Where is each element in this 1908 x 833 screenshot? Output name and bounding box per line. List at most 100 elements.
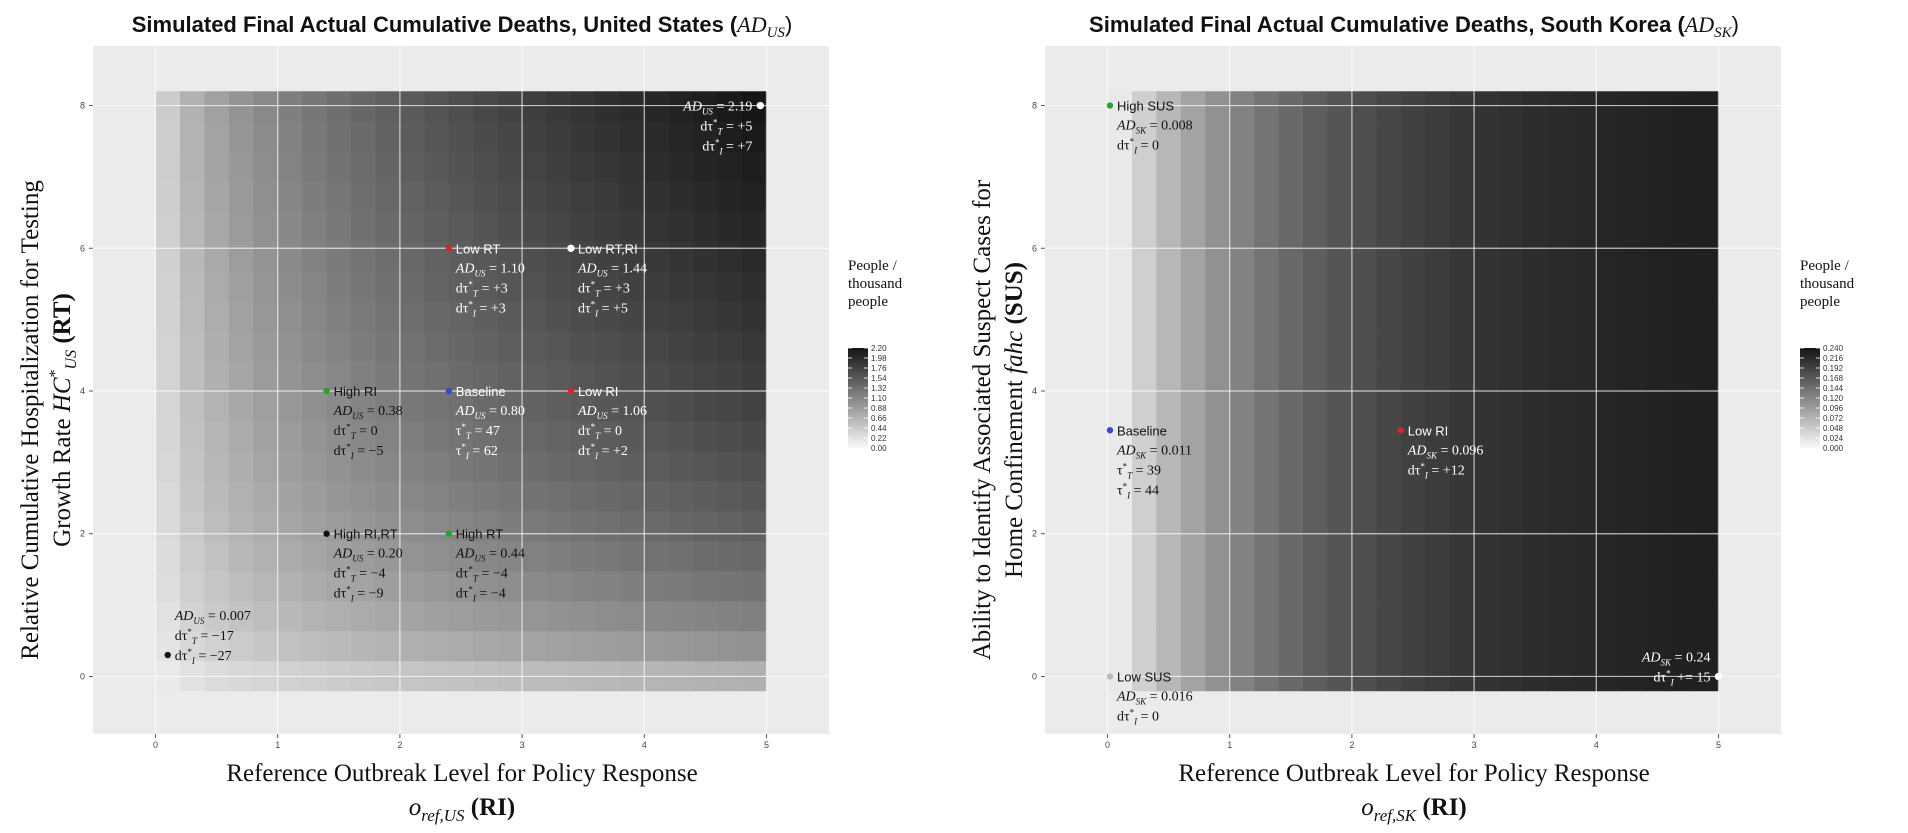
heatmap-cell [424, 271, 450, 302]
heatmap-cell [1596, 181, 1622, 212]
heatmap-cell [375, 600, 401, 632]
y-tick-label: 0 [80, 671, 85, 681]
heatmap-cell [351, 480, 376, 512]
heatmap-cell [155, 271, 181, 302]
heatmap-cell [179, 630, 205, 662]
heatmap-cell [1131, 510, 1157, 542]
heatmap-cell [1620, 181, 1646, 212]
heatmap-cell [1645, 361, 1671, 392]
heatmap-cell [204, 480, 230, 512]
heatmap-cell [326, 211, 352, 242]
heatmap-cell [1620, 630, 1646, 662]
heatmap-cell [1278, 271, 1304, 302]
point-annotation: dτ*T = +3 [578, 279, 630, 298]
heatmap-cell [1669, 630, 1695, 662]
heatmap-cell [302, 331, 328, 362]
heatmap-cell [351, 331, 376, 362]
heatmap-cell [302, 570, 328, 602]
y-axis-title: Relative Cumulative Hospitalization for … [17, 180, 80, 660]
heatmap-cell [351, 121, 376, 152]
heatmap-cell [1327, 211, 1353, 242]
heatmap-cell [351, 510, 376, 542]
heatmap-cell [204, 540, 230, 572]
heatmap-cell [253, 241, 279, 272]
heatmap-cell [1376, 271, 1402, 302]
heatmap-cell [1229, 540, 1255, 572]
heatmap-cell [155, 121, 181, 152]
heatmap-cell [1278, 91, 1304, 122]
heatmap-cell [399, 600, 425, 632]
heatmap-cell [277, 391, 303, 422]
heatmap-cell [302, 211, 328, 242]
heatmap-cell [1131, 271, 1157, 302]
heatmap-cell [1596, 301, 1622, 332]
heatmap-cell [1131, 540, 1157, 572]
heatmap-cell [1522, 420, 1548, 452]
heatmap-cell [1351, 301, 1377, 332]
heatmap-cell [302, 151, 328, 182]
heatmap-cell [1107, 331, 1133, 362]
heatmap-cell [693, 510, 719, 542]
heatmap-cell [619, 420, 645, 452]
heatmap-cell [253, 211, 279, 242]
heatmap-cell [595, 361, 621, 392]
heatmap-cell [424, 331, 450, 362]
heatmap-cell [302, 181, 328, 212]
heatmap-tiles [155, 91, 767, 692]
heatmap-cell [179, 391, 205, 422]
color-legend: People /thousandpeople0.2400.2160.1920.1… [1800, 258, 1855, 453]
heatmap-cell [1596, 211, 1622, 242]
heatmap-cell [546, 151, 572, 182]
data-point-high-ri [323, 387, 330, 395]
heatmap-cell [424, 450, 450, 482]
heatmap-cell [399, 630, 425, 662]
heatmap-cell [1303, 91, 1328, 122]
heatmap-cell [1131, 480, 1157, 512]
heatmap-cell [522, 630, 548, 662]
heatmap-cell [351, 570, 376, 602]
heatmap-cell [1669, 181, 1695, 212]
heatmap-cell [595, 211, 621, 242]
heatmap-cell [693, 121, 719, 152]
heatmap-cell [473, 510, 499, 542]
heatmap-cell [424, 181, 450, 212]
heatmap-cell [1400, 151, 1426, 182]
heatmap-cell [644, 630, 670, 662]
heatmap-cell [644, 151, 670, 182]
heatmap-cell [717, 91, 743, 122]
heatmap-cell [204, 600, 230, 632]
heatmap-cell [1278, 331, 1304, 362]
heatmap-cell [1303, 121, 1328, 152]
legend-tick-label: 0.44 [871, 424, 887, 433]
heatmap-cell [448, 181, 474, 212]
heatmap-cell [375, 510, 401, 542]
heatmap-cell [742, 121, 767, 152]
heatmap-cell [326, 331, 352, 362]
heatmap-cell [326, 540, 352, 572]
legend-tick-label: 0.168 [1823, 374, 1844, 383]
heatmap-cell [375, 570, 401, 602]
heatmap-cell [595, 540, 621, 572]
heatmap-cell [228, 540, 254, 572]
heatmap-cell [473, 391, 499, 422]
heatmap-cell [546, 420, 572, 452]
heatmap-cell [1229, 301, 1255, 332]
heatmap-cell [619, 181, 645, 212]
heatmap-cell [1400, 271, 1426, 302]
heatmap-cell [1278, 301, 1304, 332]
heatmap-cell [1498, 420, 1524, 452]
heatmap-cell [1547, 121, 1573, 152]
heatmap-cell [1596, 420, 1622, 452]
heatmap-cell [546, 331, 572, 362]
heatmap-cell [595, 630, 621, 662]
heatmap-cell [497, 181, 523, 212]
heatmap-cell [1425, 211, 1451, 242]
heatmap-cell [522, 600, 548, 632]
point-annotation: τ*I = 44 [1117, 481, 1159, 500]
heatmap-cell [1327, 271, 1353, 302]
heatmap-cell [1596, 510, 1622, 542]
heatmap-cell [375, 181, 401, 212]
heatmap-cell [546, 391, 572, 422]
x-axis-title: Reference Outbreak Level for Policy Resp… [226, 760, 697, 787]
heatmap-cell [1498, 510, 1524, 542]
